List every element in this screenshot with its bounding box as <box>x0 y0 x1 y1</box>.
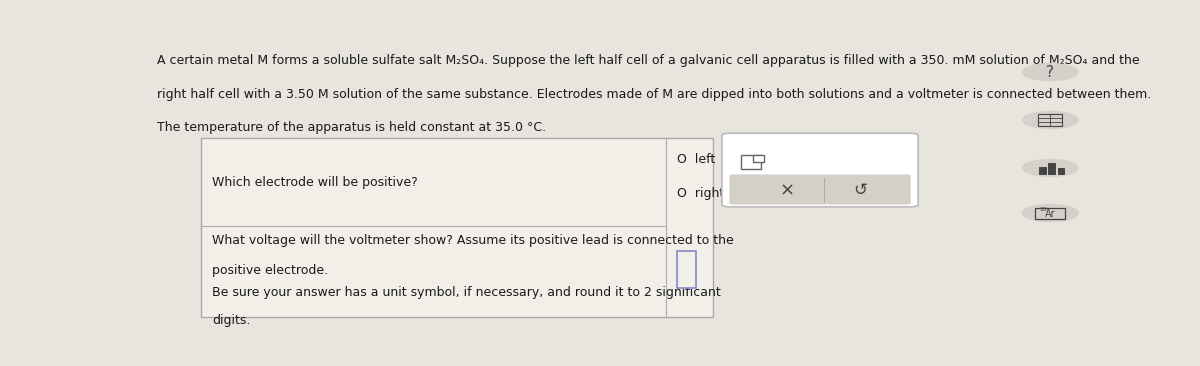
Text: O  left: O left <box>677 153 715 166</box>
Text: ?: ? <box>1046 65 1055 79</box>
Text: Be sure your answer has a unit symbol, if necessary, and round it to 2 significa: Be sure your answer has a unit symbol, i… <box>212 286 721 299</box>
FancyBboxPatch shape <box>677 251 696 288</box>
Text: positive electrode.: positive electrode. <box>212 264 329 277</box>
FancyBboxPatch shape <box>1057 168 1064 173</box>
Text: ×: × <box>780 181 794 199</box>
Text: ↺: ↺ <box>853 181 866 199</box>
Circle shape <box>1022 112 1078 128</box>
Text: The temperature of the apparatus is held constant at 35.0 °C.: The temperature of the apparatus is held… <box>157 122 546 134</box>
FancyBboxPatch shape <box>730 175 911 205</box>
Circle shape <box>1022 64 1078 81</box>
Text: right half cell with a 3.50 M solution of the same substance. Electrodes made of: right half cell with a 3.50 M solution o… <box>157 87 1152 101</box>
Circle shape <box>1022 160 1078 176</box>
FancyBboxPatch shape <box>740 155 762 168</box>
FancyBboxPatch shape <box>1039 167 1045 173</box>
Text: 18: 18 <box>1039 207 1046 212</box>
Circle shape <box>1022 205 1078 221</box>
Text: Which electrode will be positive?: Which electrode will be positive? <box>212 176 418 188</box>
Text: What voltage will the voltmeter show? Assume its positive lead is connected to t: What voltage will the voltmeter show? As… <box>212 234 734 247</box>
Text: O  right: O right <box>677 187 725 200</box>
Text: A certain metal M forms a soluble sulfate salt M₂SO₄. Suppose the left half cell: A certain metal M forms a soluble sulfat… <box>157 54 1140 67</box>
FancyBboxPatch shape <box>202 138 713 317</box>
FancyBboxPatch shape <box>722 133 918 207</box>
FancyBboxPatch shape <box>1049 163 1055 173</box>
Text: digits.: digits. <box>212 314 251 328</box>
FancyBboxPatch shape <box>754 154 763 161</box>
Text: Ar: Ar <box>1045 209 1056 219</box>
